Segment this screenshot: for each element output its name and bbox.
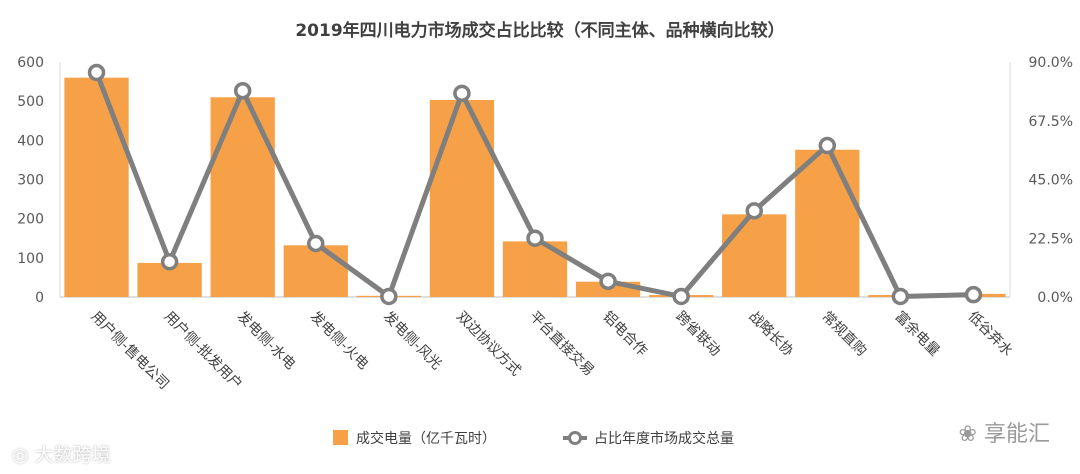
watermark-left-icon: ◎ [12, 444, 35, 466]
y-left-tick-label: 300 [17, 173, 44, 189]
bar [64, 77, 129, 298]
bar [795, 149, 860, 297]
y-left-tick-label: 100 [17, 251, 44, 267]
y-left-tick-label: 200 [17, 212, 44, 228]
legend-bar-label: 成交电量（亿千瓦时） [356, 430, 496, 447]
x-tick-label: 用户侧-批发用户 [161, 308, 246, 393]
x-tick-label: 常规直购 [818, 308, 870, 360]
line-point [745, 202, 763, 220]
line-point [526, 229, 544, 247]
bar [722, 214, 787, 297]
y-left-tick-label: 600 [17, 55, 44, 71]
line-point [964, 285, 983, 304]
x-tick-label: 平台直接交易 [526, 308, 597, 379]
line-point [380, 287, 398, 306]
bar [210, 97, 275, 297]
y-right-tick-label: 67.5% [1029, 114, 1073, 130]
x-tick-label: 发电侧-水电 [234, 309, 298, 373]
line-point [818, 136, 837, 155]
line-point [87, 63, 106, 82]
y-right-tick-label: 22.5% [1029, 231, 1073, 247]
watermark-right: ❀ 享能汇 [959, 416, 1050, 448]
line-point [160, 253, 179, 271]
x-tick-label: 战略长协 [745, 309, 796, 360]
x-tick-label: 用户侧-售电公司 [88, 308, 173, 393]
watermark-left: ◎ 大数跨境 [12, 440, 111, 467]
axes: 0 100 200 300 400 500 600 0.0% 22.5% 45.0% 67.5% 90… [17, 55, 1073, 306]
bar [283, 245, 348, 297]
x-tick-label: 发电侧-火电 [307, 309, 371, 373]
x-tick-label: 发电侧-风光 [380, 309, 444, 373]
x-tick-label: 低谷弃水 [965, 309, 1016, 360]
legend-line-marker [568, 431, 582, 445]
x-tick-label: 双边协议方式 [453, 309, 524, 380]
y-right-tick-label: 90.0% [1029, 55, 1073, 71]
y-left-tick-label: 400 [17, 133, 44, 149]
y-left-tick-label: 500 [17, 94, 44, 110]
x-tick-label: 跨省联动 [672, 309, 723, 360]
watermark-left-text: 大数跨境 [34, 444, 111, 466]
watermark-right-text: 享能汇 [983, 422, 1050, 447]
legend-bar-swatch [333, 430, 348, 445]
x-tick-label: 铝电合作 [599, 309, 650, 360]
legend-line-label: 占比年度市场成交总量 [594, 430, 734, 447]
line-point [233, 81, 252, 100]
y-left-tick-label: 0 [35, 290, 44, 306]
y-right-tick-label: 0.0% [1037, 290, 1073, 306]
line-series [87, 63, 983, 306]
line-point [307, 234, 325, 253]
line-point [599, 272, 617, 291]
chart-title: 2019年四川电力市场成交占比比较（不同主体、品种横向比较） [295, 20, 784, 41]
y-right-tick-label: 45.0% [1029, 173, 1073, 189]
legend: 成交电量（亿千瓦时） 占比年度市场成交总量 [333, 430, 734, 447]
line-point [672, 287, 690, 306]
x-tick-label: 富余电量 [892, 308, 944, 360]
line-point [453, 84, 471, 103]
line-point [891, 287, 910, 306]
bar [429, 99, 495, 297]
wechat-icon: ❀ [958, 422, 984, 447]
bars [64, 77, 1006, 298]
